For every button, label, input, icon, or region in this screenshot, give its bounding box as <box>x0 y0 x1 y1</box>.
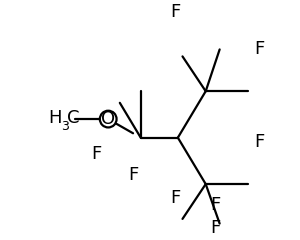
Text: F: F <box>170 3 181 21</box>
Text: F: F <box>92 145 102 163</box>
Text: 3: 3 <box>61 120 68 132</box>
Text: F: F <box>254 40 265 58</box>
Text: F: F <box>210 219 220 237</box>
Text: F: F <box>170 189 181 207</box>
Text: C: C <box>67 109 80 127</box>
Text: O: O <box>101 110 115 128</box>
Text: F: F <box>210 196 220 214</box>
Text: H: H <box>48 109 61 127</box>
Text: F: F <box>129 166 139 184</box>
Text: F: F <box>254 133 265 151</box>
Circle shape <box>100 111 117 127</box>
